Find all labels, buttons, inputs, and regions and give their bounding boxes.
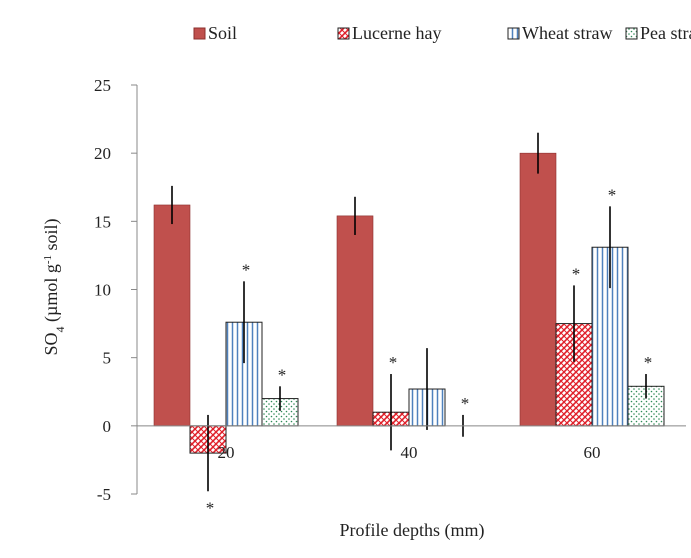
bars: * * * * * * * * <box>153 132 665 517</box>
bar-soil <box>519 152 557 427</box>
significance-marker: * <box>461 394 470 413</box>
legend-label-wheat-straw: Wheat straw <box>522 23 612 43</box>
y-axis-title-main: SO <box>41 333 61 356</box>
x-tick-label: 60 <box>584 443 601 462</box>
significance-marker: * <box>644 353 653 372</box>
y-tick-label: -5 <box>97 485 111 504</box>
legend: Soil Lucerne hay Wheat straw Pea straw <box>193 23 691 43</box>
legend-label-pea-straw: Pea straw <box>640 23 691 43</box>
y-tick-label: 10 <box>94 281 111 300</box>
bar-soil <box>336 215 374 427</box>
y-axis-title-sup: -1 <box>42 255 54 264</box>
y-axis-title-tail: soil) <box>41 218 62 255</box>
legend-swatch-wheat-straw <box>507 27 520 40</box>
significance-marker: * <box>278 365 287 384</box>
y-tick-label: 15 <box>94 212 111 231</box>
x-tick-label: 40 <box>401 443 418 462</box>
legend-swatch-soil <box>193 27 206 40</box>
x-axis-title: Profile depths (mm) <box>340 520 485 541</box>
y-tick-label: 20 <box>94 144 111 163</box>
y-tick-label: 0 <box>103 417 112 436</box>
y-axis-title-unit: (µmol g <box>41 264 62 326</box>
y-axis-title-sub: 4 <box>53 327 67 333</box>
x-axis-ticks: 20 40 60 <box>218 443 601 462</box>
significance-marker: * <box>608 185 617 204</box>
axes <box>136 85 686 494</box>
y-axis-title: SO4 (µmol g-1 soil) <box>41 218 67 355</box>
significance-marker: * <box>242 260 251 279</box>
x-tick-label: 20 <box>218 443 235 462</box>
y-tick-label: 25 <box>94 76 111 95</box>
significance-marker: * <box>389 353 398 372</box>
significance-marker: * <box>572 264 581 283</box>
bar-soil <box>153 204 191 427</box>
legend-swatch-pea-straw <box>625 27 638 40</box>
legend-label-lucerne-hay: Lucerne hay <box>352 23 441 43</box>
y-tick-label: 5 <box>103 349 112 368</box>
legend-swatch-lucerne-hay <box>337 27 350 40</box>
y-axis-ticks: -5 0 5 10 15 20 25 <box>94 76 137 504</box>
legend-label-soil: Soil <box>208 23 237 43</box>
significance-marker: * <box>206 498 215 517</box>
